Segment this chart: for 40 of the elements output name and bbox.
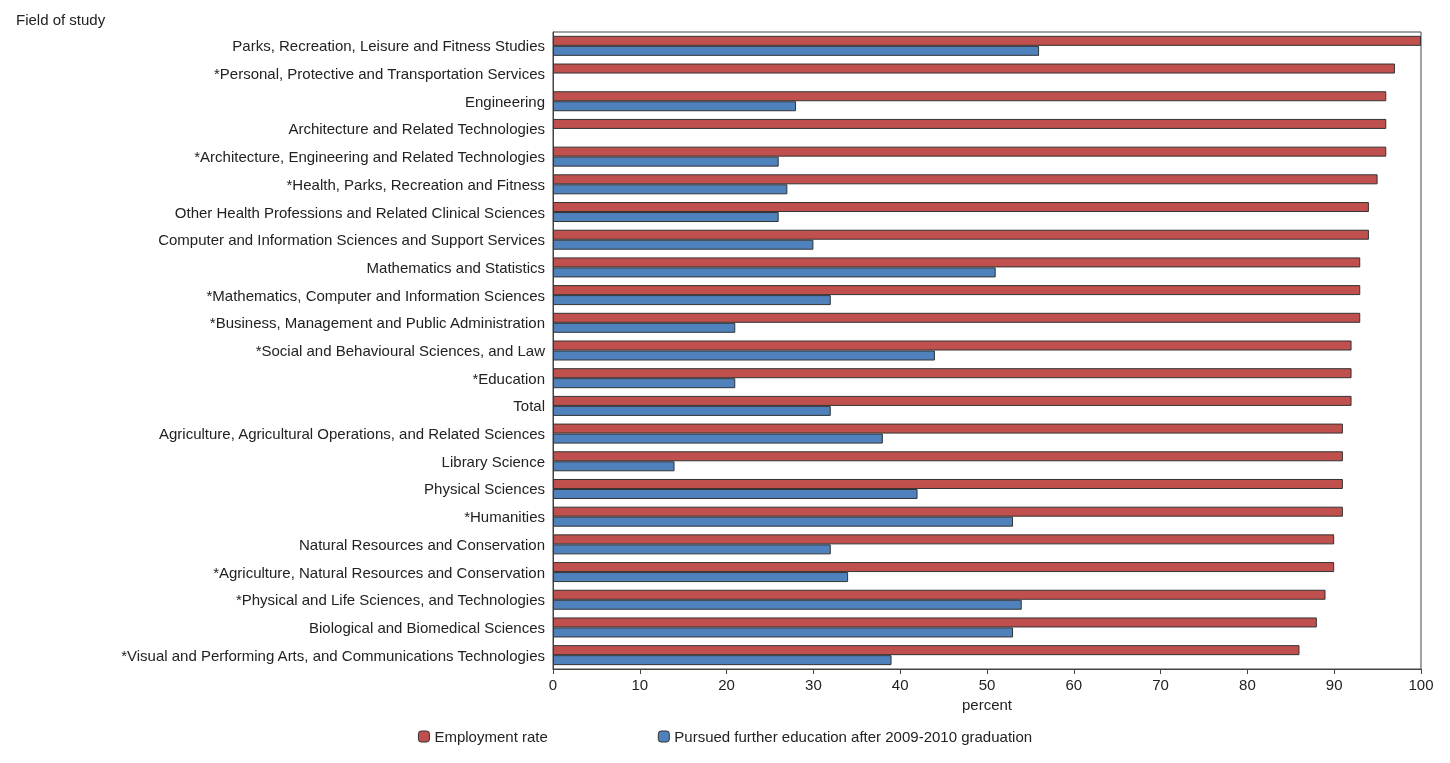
bar <box>553 118 1387 129</box>
y-tick-label: *Business, Management and Public Administration <box>209 314 545 332</box>
y-tick-label: Engineering <box>464 92 545 110</box>
x-tick-label: 10 <box>631 676 649 693</box>
y-tick-label: *Humanities <box>464 508 545 526</box>
y-tick-label: *Architecture, Engineering and Related Technologies <box>194 148 545 166</box>
y-tick-label: Biological and Biomedical Sciences <box>309 618 545 636</box>
x-tick-label: 90 <box>1325 676 1343 693</box>
y-axis-title: Field of study <box>16 11 106 28</box>
x-axis-title: percent <box>961 695 1013 713</box>
y-tick-label: Mathematics and Statistics <box>366 258 545 276</box>
y-tick-label: Parks, Recreation, Leisure and Fitness Studies <box>232 37 545 55</box>
y-tick-label: *Education <box>472 369 545 387</box>
y-tick-label: *Physical and Life Sciences, and Technologies <box>235 591 545 609</box>
y-tick-label: Architecture and Related Technologies <box>288 120 545 138</box>
y-tick-label: Agriculture, Agricultural Operations, and Related Sciences <box>158 425 545 443</box>
x-tick-label: 20 <box>718 676 735 693</box>
x-tick-label: 60 <box>1065 676 1083 693</box>
y-tick-label: Other Health Professions and Related Clinical Sciences <box>174 203 545 221</box>
y-tick-label: *Social and Behavioural Sciences, and Law <box>255 342 546 359</box>
y-tick-label: Natural Resources and Conservation <box>299 535 545 553</box>
y-tick-label: *Agriculture, Natural Resources and Conservation <box>213 563 545 581</box>
bar <box>553 63 1395 74</box>
x-tick-label: 30 <box>805 676 822 693</box>
y-tick-label: *Visual and Performing Arts, and Communications Technologies <box>121 646 545 664</box>
legend-label: Pursued further education after 2009-2010 graduation <box>674 728 1033 745</box>
x-tick-label: 0 <box>548 676 558 693</box>
y-tick-label: Computer and Information Sciences and Support Services <box>158 231 545 249</box>
y-tick-label: Total <box>513 397 545 415</box>
x-tick-label: 80 <box>1239 676 1256 693</box>
x-tick-label: 40 <box>891 676 909 693</box>
y-tick-label: Library Science <box>441 452 545 470</box>
x-tick-label: 50 <box>978 676 996 693</box>
y-tick-label: *Health, Parks, Recreation and Fitness <box>286 175 545 193</box>
legend-label: Employment rate <box>434 728 548 745</box>
y-tick-label: *Mathematics, Computer and Information Sciences <box>206 286 545 304</box>
x-tick-label: 100 <box>1408 676 1434 693</box>
y-tick-label: *Personal, Protective and Transportation Services <box>213 65 545 83</box>
y-tick-label: Physical Sciences <box>424 480 545 498</box>
x-tick-label: 70 <box>1152 676 1169 693</box>
